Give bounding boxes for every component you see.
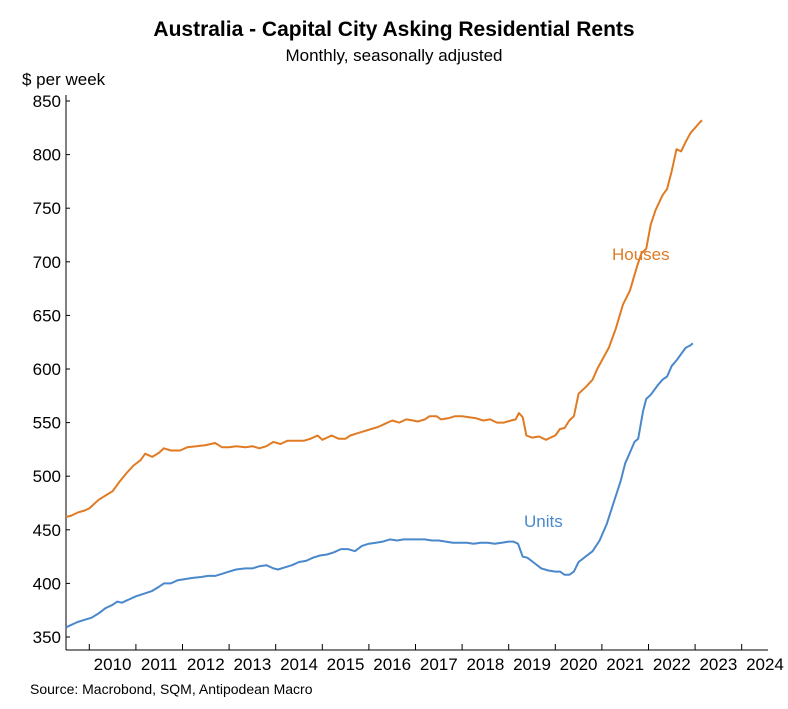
source-note: Source: Macrobond, SQM, Antipodean Macro: [30, 681, 313, 697]
x-tick-label: 2017: [420, 655, 458, 674]
y-tick-label: 850: [33, 92, 61, 111]
x-tick-label: 2011: [141, 655, 178, 674]
x-tick-label: 2024: [746, 655, 784, 674]
y-tick-label: 400: [33, 574, 61, 593]
series-labels: Houses Units: [524, 245, 670, 531]
series-line-units: [65, 342, 694, 629]
y-tick-label: 500: [33, 467, 61, 486]
series-label-houses: Houses: [612, 245, 670, 264]
y-tick-label: 600: [33, 360, 61, 379]
x-tick-label: 2023: [699, 655, 737, 674]
x-tick-label: 2019: [513, 655, 551, 674]
y-tick-label: 750: [33, 199, 61, 218]
x-tick-label: 2015: [327, 655, 365, 674]
x-tick-label: 2021: [606, 655, 644, 674]
chart-title: Australia - Capital City Asking Resident…: [153, 18, 635, 41]
y-tick-label: 650: [33, 306, 61, 325]
y-tick-label: 550: [33, 414, 61, 433]
series-lines: [65, 119, 703, 629]
x-tick-label: 2010: [94, 655, 132, 674]
x-tick-label: 2016: [373, 655, 411, 674]
x-tick-label: 2014: [280, 655, 318, 674]
y-ticks: 350 400 450 500 550 600 650 700 750 800 850: [33, 92, 70, 647]
y-tick-label: 350: [33, 628, 61, 647]
y-tick-label: 800: [33, 146, 61, 165]
x-tick-label: 2018: [466, 655, 504, 674]
x-tick-label: 2022: [653, 655, 691, 674]
series-label-units: Units: [524, 512, 563, 531]
y-tick-label: 450: [33, 521, 61, 540]
x-ticks: 2010 2011 2012 2013 2014 2015 2016 2017 2018 2019…: [88, 644, 784, 674]
y-axis-label: $ per week: [22, 70, 106, 89]
chart-subtitle: Monthly, seasonally adjusted: [285, 46, 503, 65]
x-tick-label: 2020: [560, 655, 598, 674]
axes: [65, 95, 768, 651]
x-tick-label: 2012: [187, 655, 225, 674]
y-tick-label: 700: [33, 253, 61, 272]
x-tick-label: 2013: [233, 655, 271, 674]
series-line-houses: [65, 119, 703, 518]
